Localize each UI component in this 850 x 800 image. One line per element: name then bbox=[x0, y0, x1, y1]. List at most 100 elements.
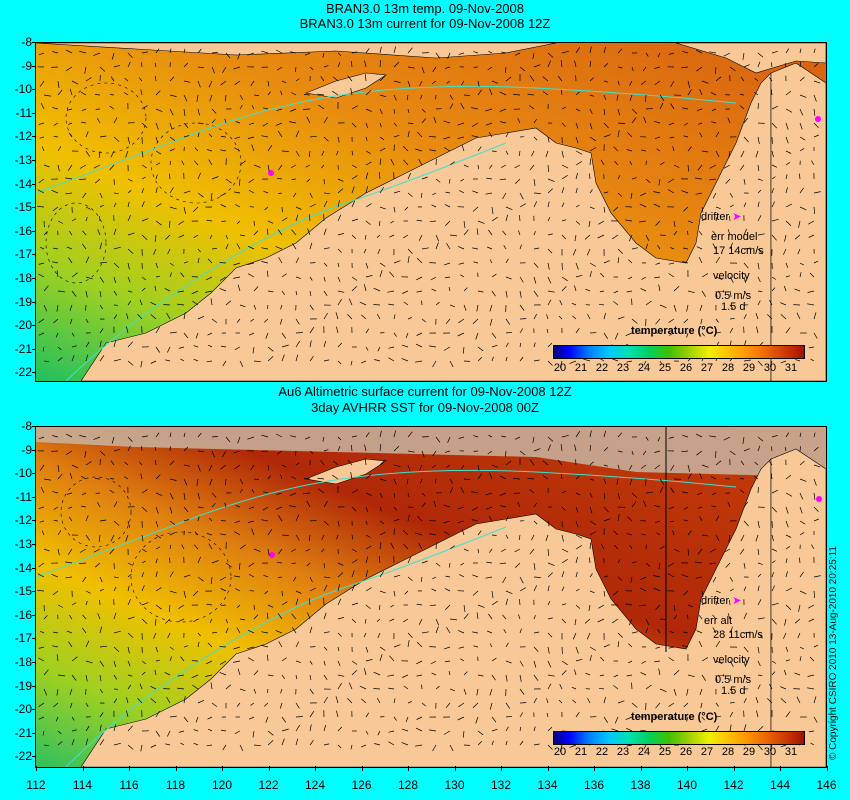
top-current-vector bbox=[281, 217, 288, 222]
top-current-vector bbox=[126, 313, 129, 320]
bottom-y-tick-label: -22 bbox=[14, 749, 32, 764]
bottom-current-vector bbox=[236, 702, 241, 707]
top-current-vector bbox=[477, 357, 483, 362]
top-current-vector bbox=[612, 358, 619, 362]
bottom-current-vector bbox=[84, 450, 87, 458]
top-current-vector bbox=[193, 345, 199, 348]
x-tick-label: 112 bbox=[26, 778, 46, 792]
bottom-current-vector bbox=[780, 686, 787, 690]
bottom-current-vector bbox=[505, 516, 509, 522]
top-current-vector bbox=[742, 52, 745, 60]
bottom-current-vector bbox=[585, 672, 591, 676]
bottom-current-vector bbox=[85, 600, 88, 606]
bottom-current-vector bbox=[277, 450, 283, 455]
top-current-vector bbox=[771, 105, 779, 110]
bottom-colorbar bbox=[553, 731, 805, 745]
bottom-current-vector bbox=[401, 742, 409, 746]
bottom-current-vector bbox=[729, 660, 734, 667]
bottom-current-vector bbox=[701, 590, 704, 597]
x-tick-mark bbox=[361, 766, 363, 771]
bottom-current-vector bbox=[379, 430, 382, 438]
bottom-current-vector bbox=[687, 614, 689, 620]
bottom-current-vector bbox=[37, 590, 45, 592]
top-current-vector bbox=[431, 288, 437, 292]
top-current-vector bbox=[220, 149, 227, 152]
top-current-vector bbox=[687, 230, 689, 236]
bottom-current-vector bbox=[94, 562, 101, 568]
bottom-current-vector bbox=[757, 436, 764, 442]
top-current-vector bbox=[807, 290, 815, 293]
top-current-vector bbox=[799, 262, 804, 266]
top-current-vector bbox=[335, 312, 339, 320]
top-current-vector bbox=[785, 220, 792, 227]
bottom-current-vector bbox=[192, 590, 199, 597]
top-current-vector bbox=[211, 176, 219, 180]
top-current-vector bbox=[571, 302, 577, 306]
bottom-current-vector bbox=[295, 674, 298, 680]
top-current-vector bbox=[485, 108, 493, 112]
top-current-vector bbox=[799, 76, 805, 82]
top-current-vector bbox=[390, 158, 395, 166]
bottom-current-vector bbox=[682, 434, 689, 438]
bottom-current-vector bbox=[155, 558, 158, 564]
top-current-vector bbox=[603, 63, 609, 68]
top-y-tick-label: -15 bbox=[14, 200, 32, 215]
bottom-current-vector bbox=[669, 631, 675, 634]
bottom-current-vector bbox=[235, 588, 241, 592]
bottom-current-vector bbox=[696, 492, 703, 495]
bottom-current-vector bbox=[99, 739, 105, 746]
top-current-vector bbox=[574, 60, 577, 68]
bottom-current-vector bbox=[337, 598, 342, 606]
bottom-current-vector bbox=[813, 478, 817, 486]
top-current-vector bbox=[687, 164, 690, 172]
bottom-current-vector bbox=[542, 475, 549, 480]
top-current-vector bbox=[643, 116, 647, 124]
bottom-current-vector bbox=[757, 674, 763, 676]
top-current-vector bbox=[477, 164, 479, 170]
bottom-current-vector bbox=[712, 627, 717, 634]
bottom-current-vector bbox=[628, 643, 633, 648]
bottom-current-vector bbox=[364, 458, 367, 466]
bottom-current-vector bbox=[278, 548, 283, 555]
top-current-vector bbox=[67, 164, 73, 171]
top-current-vector bbox=[337, 178, 344, 182]
top-current-vector bbox=[321, 164, 325, 169]
bottom-current-vector bbox=[390, 604, 395, 608]
bottom-current-vector bbox=[485, 576, 493, 579]
bottom-current-vector bbox=[561, 670, 567, 676]
bottom-current-vector bbox=[487, 630, 493, 634]
top-current-vector bbox=[505, 276, 512, 280]
bottom-current-vector bbox=[155, 520, 159, 528]
bottom-current-vector bbox=[323, 562, 325, 569]
top-current-vector bbox=[491, 290, 496, 297]
top-current-vector bbox=[519, 276, 524, 283]
top-current-vector bbox=[137, 314, 143, 320]
top-current-vector bbox=[561, 234, 567, 240]
bottom-current-vector bbox=[303, 478, 311, 480]
top-current-vector bbox=[811, 160, 815, 166]
top-current-vector bbox=[547, 342, 553, 348]
top-current-vector bbox=[547, 136, 550, 143]
top-current-vector bbox=[407, 66, 415, 69]
bottom-y-tick-mark bbox=[32, 756, 36, 758]
top-eddy-2 bbox=[150, 122, 242, 204]
bottom-current-vector bbox=[169, 590, 177, 594]
bottom-current-vector bbox=[281, 728, 289, 732]
top-current-vector bbox=[449, 360, 454, 367]
top-current-vector bbox=[612, 234, 619, 240]
bottom-current-vector bbox=[416, 716, 423, 720]
bottom-current-vector bbox=[365, 492, 372, 496]
top-current-vector bbox=[197, 48, 202, 54]
bottom-current-vector bbox=[79, 562, 87, 564]
top-current-vector bbox=[460, 178, 465, 182]
top-current-vector bbox=[351, 164, 357, 169]
top-current-vector bbox=[267, 80, 270, 87]
bottom-current-vector bbox=[757, 660, 761, 667]
bottom-current-vector bbox=[519, 599, 521, 606]
bottom-current-vector bbox=[337, 682, 342, 690]
top-current-vector bbox=[127, 300, 131, 306]
bottom-current-vector bbox=[167, 730, 171, 737]
top-current-vector bbox=[236, 318, 241, 323]
top-y-tick-label: -9 bbox=[21, 58, 32, 73]
top-current-vector bbox=[69, 304, 73, 312]
